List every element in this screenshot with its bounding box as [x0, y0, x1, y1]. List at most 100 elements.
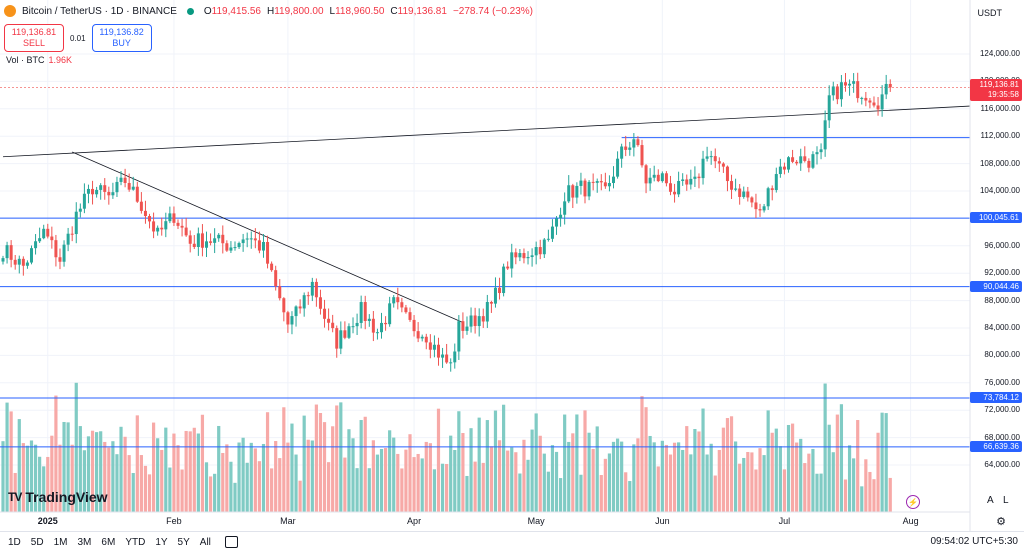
volume-bar [538, 435, 542, 512]
candle-body [506, 266, 510, 269]
candle-body [803, 156, 807, 161]
volume-bar [176, 445, 180, 512]
sell-button[interactable]: 119,136.81 SELL [4, 24, 64, 52]
candle-body [758, 209, 762, 211]
level-tag: 73,784.12 [970, 391, 1022, 403]
volume-bar [21, 443, 25, 512]
range-button[interactable]: 1D [8, 536, 21, 548]
volume-bar [518, 473, 522, 512]
volume-bar [327, 462, 331, 512]
volume-bar [371, 440, 375, 512]
volume-bar [636, 438, 640, 512]
candle-body [375, 332, 379, 334]
volume-bar [591, 448, 595, 512]
candle-body [66, 233, 70, 245]
volume-bar [778, 446, 782, 512]
volume-bar [192, 427, 196, 512]
volume-bar [603, 458, 607, 512]
candle-body [603, 182, 607, 187]
volume-bar [827, 424, 831, 512]
auto-scale-toggle[interactable]: A [987, 495, 994, 506]
candle-body [249, 238, 253, 240]
volume-bar [343, 457, 347, 512]
volume-bar [127, 455, 131, 512]
candle-body [441, 354, 445, 358]
candle-body [725, 166, 729, 182]
candle-body [534, 247, 538, 256]
candle-body [835, 86, 839, 100]
volume-bar [196, 433, 200, 512]
volume-bar [261, 443, 266, 512]
candle-body [5, 245, 9, 259]
volume-bar [180, 469, 184, 512]
candle-body [717, 161, 721, 164]
symbol-title[interactable]: Bitcoin / TetherUS · 1D · BINANCE [22, 5, 177, 17]
volume-bar [310, 440, 314, 512]
volume-bar [709, 443, 713, 512]
volume-bar [428, 443, 432, 512]
candle-body [583, 180, 587, 197]
range-button[interactable]: 1M [53, 536, 68, 548]
volume-bar [286, 442, 290, 512]
ohlc-values: O119,415.56 H119,800.00 L118,960.50 C119… [203, 5, 533, 17]
candle-body [164, 221, 168, 230]
candle-body [730, 181, 734, 190]
volume-bar [257, 461, 262, 512]
calendar-icon[interactable] [224, 536, 238, 548]
volume-bar [135, 415, 139, 512]
candle-body [738, 188, 742, 197]
candle-body [270, 263, 274, 271]
volume-bar [436, 408, 441, 512]
candle-body [200, 233, 204, 248]
volume-bar [563, 414, 567, 512]
candle-body [778, 166, 782, 175]
volume-bar [440, 463, 445, 512]
volume-bar [664, 444, 669, 512]
candle-body [58, 257, 62, 262]
volume-bar [786, 424, 791, 512]
range-button[interactable]: 3M [77, 536, 92, 548]
volume-bar [473, 461, 477, 512]
settings-gear-icon[interactable]: ⚙ [996, 516, 1006, 528]
volume-bar [432, 469, 437, 512]
currency-label[interactable]: USDT [977, 8, 1003, 18]
candle-body [685, 179, 689, 185]
volume-bar [481, 462, 485, 512]
tradingview-logo[interactable]: TV TradingView [8, 489, 108, 505]
volume-bar [648, 435, 652, 512]
candle-body [681, 179, 685, 181]
volume-bar [668, 454, 673, 512]
volume-bar [799, 438, 803, 512]
volume-bar [46, 456, 50, 512]
volume-bar [420, 458, 424, 512]
volume-bar [758, 448, 762, 512]
volume-bar [847, 445, 852, 512]
candle-body [595, 181, 599, 183]
buy-button[interactable]: 119,136.82 BUY [91, 24, 152, 52]
candle-body [380, 322, 384, 333]
range-button[interactable]: 5Y [177, 536, 190, 548]
volume-bar [615, 438, 620, 512]
volume-bar [233, 482, 237, 512]
lightning-icon[interactable]: ⚡ [906, 495, 920, 509]
range-button[interactable]: 6M [101, 536, 116, 548]
volume-bar [660, 440, 664, 512]
range-button[interactable]: 1Y [155, 536, 168, 548]
candle-body [823, 120, 827, 150]
candle-body [363, 302, 367, 321]
log-scale-toggle[interactable]: L [1003, 495, 1009, 506]
volume-bar [99, 431, 103, 512]
volume-bar [542, 453, 546, 512]
range-button[interactable]: YTD [125, 536, 146, 548]
volume-bar [607, 453, 612, 512]
range-button[interactable]: All [199, 536, 211, 548]
volume-bar [237, 442, 241, 512]
volume-bar [318, 413, 323, 512]
candle-body [432, 344, 436, 350]
candle-body [550, 226, 554, 239]
volume-bar [107, 447, 111, 512]
range-button[interactable]: 5D [30, 536, 44, 548]
candle-body [29, 248, 33, 263]
last-price-tag: 119,136.81 19:35:58 [970, 79, 1022, 102]
